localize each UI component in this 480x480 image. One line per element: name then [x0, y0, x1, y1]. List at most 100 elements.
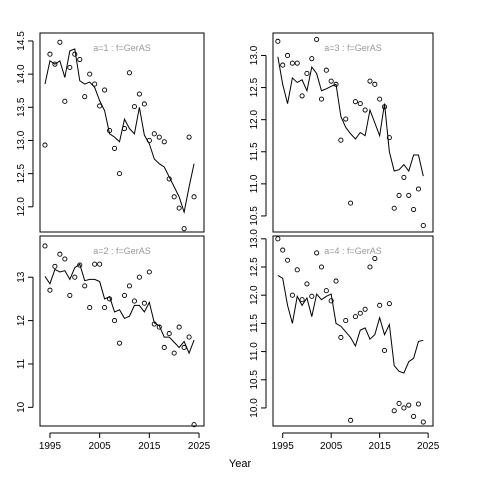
observed-point [126, 70, 133, 76]
observed-point [161, 139, 167, 145]
observed-point [191, 194, 197, 200]
observed-point [181, 226, 187, 232]
panel-title: a=4 : f=GerAS [324, 246, 382, 256]
observed-point [275, 236, 281, 242]
observed-point [338, 334, 344, 341]
observed-point [116, 340, 123, 346]
observed-point [396, 400, 402, 406]
observed-point [92, 81, 98, 87]
observed-point [304, 70, 310, 76]
observed-point [107, 296, 113, 302]
observed-point [52, 263, 58, 269]
observed-point [284, 52, 291, 59]
observed-point [166, 176, 172, 182]
observed-point [396, 192, 402, 198]
observed-point [77, 56, 83, 63]
observed-point [176, 324, 182, 330]
observed-point [57, 251, 63, 257]
panel-a2: a=2 : f=GerAS 10 11 12 13 1995 2005 2015 2025 [16, 235, 211, 452]
observed-point [151, 131, 157, 137]
observed-point [415, 186, 422, 192]
observed-point [318, 96, 325, 102]
observed-point [415, 401, 422, 407]
y-tick-label: 13 [16, 271, 27, 283]
panel-title: a=3 : f=GerAS [324, 43, 382, 53]
x-tick-label: 2015 [369, 441, 392, 452]
panel-title: a=2 : f=GerAS [93, 246, 151, 256]
x-tick-label: 2025 [188, 441, 211, 452]
y-tick-label: 12 [16, 315, 27, 327]
panel-a4: a=4 : f=GerAS 10.0 10.5 11.0 11.5 12.0 12.5 13.… [249, 229, 440, 452]
observed-point [323, 288, 329, 294]
observed-point [280, 62, 286, 68]
observed-point [62, 256, 68, 262]
observed-point [97, 103, 103, 109]
observed-point [72, 274, 78, 280]
observed-point [141, 300, 147, 306]
observed-point [87, 71, 93, 77]
observed-point [67, 292, 73, 298]
observed-point [391, 408, 397, 414]
observed-point [87, 305, 93, 311]
observed-point [309, 56, 315, 62]
observed-point [406, 192, 412, 198]
observed-point [57, 39, 63, 45]
y-tick-label: 11.0 [249, 174, 260, 193]
observed-point [166, 331, 172, 337]
observed-point [62, 98, 68, 104]
y-tick-label: 10.5 [249, 206, 260, 226]
observed-point [42, 243, 48, 249]
y-tick-label: 12.0 [249, 285, 260, 305]
observed-point [191, 422, 197, 428]
observed-point [362, 107, 368, 113]
observed-point [136, 91, 142, 97]
observed-point [82, 283, 88, 289]
y-tick-label: 13.0 [16, 130, 27, 150]
observed-point [47, 287, 53, 293]
y-tick-label: 10.5 [249, 370, 260, 390]
observed-point [299, 93, 305, 99]
observed-point [352, 99, 358, 105]
observed-point [343, 318, 349, 324]
observed-point [67, 64, 73, 71]
observed-point [348, 200, 354, 206]
observed-point [362, 306, 368, 312]
panels-layer: a=1 : f=GerAS 12.0 12.5 13.0 13.5 14.0 14.5 a=3… [16, 31, 440, 452]
panel-frame [272, 235, 434, 427]
x-axis-label: Year [229, 458, 252, 470]
observed-point [47, 51, 53, 57]
panel-a3: a=3 : f=GerAS 10.5 11.0 11.5 12.0 12.5 13.0 [249, 32, 434, 233]
fitted-line [44, 48, 195, 215]
y-tick-label: 13.0 [249, 229, 260, 249]
observed-point [381, 104, 388, 110]
y-tick-label: 13.5 [16, 97, 27, 117]
observed-point [146, 269, 152, 275]
observed-point [111, 145, 118, 151]
observed-point [411, 206, 417, 213]
fitted-line [44, 263, 195, 355]
y-tick-label: 13.0 [249, 45, 260, 65]
observed-point [299, 297, 305, 303]
observed-point [420, 419, 426, 425]
observed-point [171, 350, 177, 356]
observed-point [352, 314, 358, 320]
observed-point [151, 321, 157, 327]
x-tick-label: 1995 [272, 441, 295, 452]
observed-point [377, 96, 383, 102]
x-tick-label: 1995 [39, 441, 62, 452]
observed-point [328, 298, 334, 304]
fitted-line [277, 275, 424, 374]
x-tick-label: 2025 [417, 441, 440, 452]
observed-point [289, 292, 295, 298]
observed-point [343, 116, 349, 122]
x-tick-label: 2005 [320, 441, 343, 452]
observed-point [111, 318, 118, 324]
observed-point [377, 302, 383, 308]
y-tick-label: 12.5 [249, 257, 260, 277]
observed-point [284, 257, 291, 263]
y-tick-label: 14.5 [16, 31, 27, 51]
observed-point [386, 301, 392, 307]
observed-point [97, 261, 103, 267]
observed-point [131, 298, 137, 304]
